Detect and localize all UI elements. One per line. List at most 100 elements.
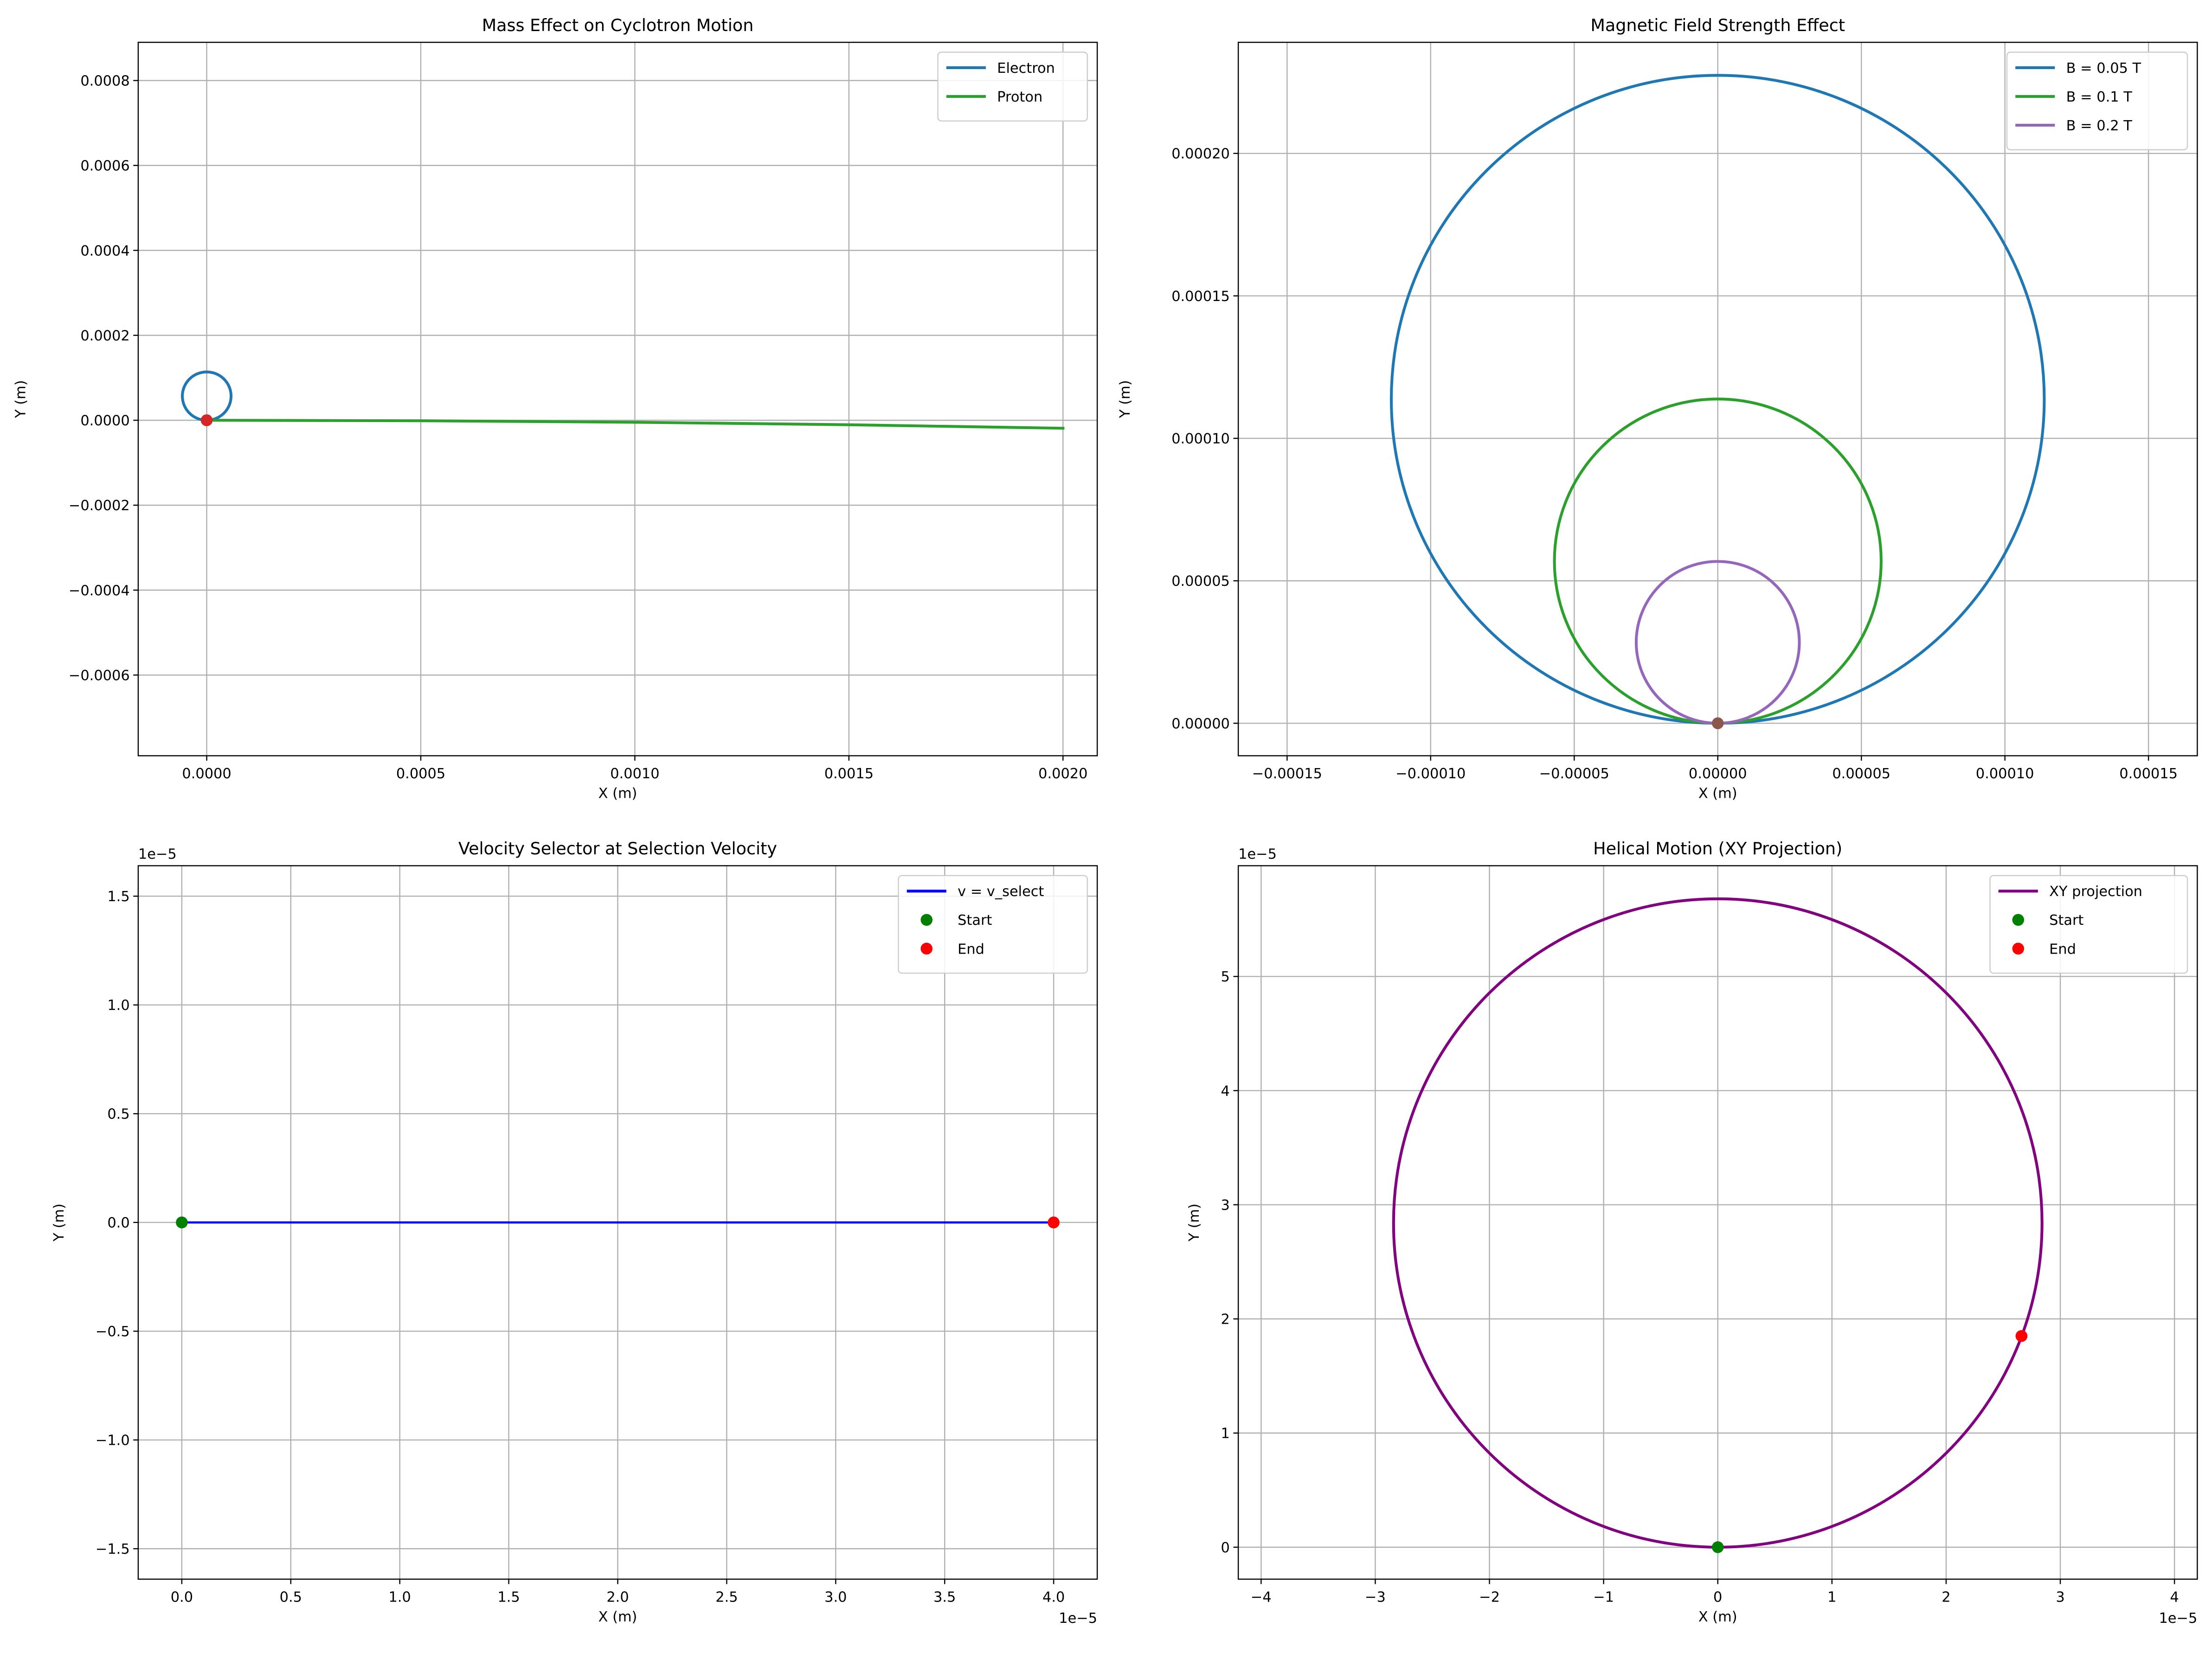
y-tick-label: 3: [1221, 1197, 1230, 1213]
chart-title: Mass Effect on Cyclotron Motion: [482, 15, 754, 35]
point-marker: [1711, 717, 1724, 730]
ticks: [1233, 153, 2149, 761]
x-tick-label: 0.0: [171, 1589, 193, 1605]
x-tick-label: 4.0: [1042, 1589, 1065, 1605]
y-offset-label: 1e−5: [138, 846, 177, 862]
x-tick-label: 0.0020: [1038, 766, 1087, 782]
end-marker: [1048, 1216, 1060, 1229]
x-tick-label: 0.0010: [610, 766, 659, 782]
y-tick-label: 4: [1221, 1083, 1230, 1099]
ticks: [1233, 976, 2175, 1584]
series-line: [205, 419, 1065, 430]
x-tick-label: 0: [1713, 1589, 1722, 1605]
x-tick-label: −3: [1365, 1589, 1386, 1605]
x-tick-label: 2.0: [606, 1589, 629, 1605]
legend-frame: [1989, 875, 2188, 974]
legend-marker-swatch: [2012, 942, 2025, 955]
chart-title: Helical Motion (XY Projection): [1593, 839, 1842, 859]
x-offset-label: 1e−5: [2159, 1610, 2197, 1627]
axes-frame: [137, 41, 1098, 756]
plot-area: [1389, 74, 2046, 730]
legend-label: Start: [2049, 912, 2083, 929]
start-marker: [176, 1216, 188, 1229]
y-tick-label: 0.5: [107, 1106, 129, 1122]
subplot-2: −0.00015 −0.00010 −0.00005 0.00000 0.00005 0.…: [1117, 15, 2198, 802]
x-tick-label: 1.5: [497, 1589, 520, 1605]
y-tick-label: 0.00020: [1171, 146, 1230, 162]
y-tick-label: 0: [1221, 1540, 1230, 1556]
end-marker: [2015, 1330, 2028, 1342]
y-axis-label: Y (m): [1117, 380, 1133, 419]
x-axis-label: X (m): [598, 786, 637, 802]
chart-title: Velocity Selector at Selection Velocity: [458, 839, 777, 859]
grid: [138, 865, 1098, 1579]
legend-label: XY projection: [2049, 884, 2142, 900]
x-tick-label: 1: [1827, 1589, 1836, 1605]
x-tick-label: −0.00010: [1395, 766, 1466, 782]
legend-marker-swatch: [920, 942, 933, 955]
ticks: [133, 896, 1055, 1584]
grid: [1238, 42, 2198, 756]
y-tick-label: 0.0000: [80, 413, 129, 429]
plot-area: [176, 1216, 1060, 1229]
y-tick-label: 0.00015: [1171, 288, 1230, 305]
legend-label: B = 0.05 T: [2066, 60, 2141, 77]
y-tick-label: 0.0: [107, 1215, 129, 1231]
legend-label: End: [958, 941, 984, 957]
y-axis-label: Y (m): [1186, 1204, 1202, 1242]
x-tick-label: 1.0: [389, 1589, 411, 1605]
y-axis-label: Y (m): [51, 1204, 67, 1242]
y-tick-label: 0.0006: [80, 158, 129, 174]
legend: XY projection Start End: [1989, 875, 2188, 974]
x-tick-label: 3: [2056, 1589, 2064, 1605]
y-tick-label: 1.5: [107, 889, 129, 905]
grid: [138, 42, 1098, 756]
y-tick-label: 0.0004: [80, 243, 129, 259]
y-tick-label: 0.0008: [80, 73, 129, 90]
y-tick-label: 0.0002: [80, 328, 129, 344]
legend-label: Start: [958, 912, 992, 929]
y-tick-label: −1.5: [96, 1541, 130, 1557]
y-tick-label: −0.0004: [69, 583, 130, 599]
x-tick-label: −2: [1479, 1589, 1500, 1605]
x-tick-label: 3.0: [824, 1589, 847, 1605]
x-tick-label: 2.5: [715, 1589, 738, 1605]
y-tick-label: 1.0: [107, 998, 129, 1014]
legend-label: B = 0.2 T: [2066, 118, 2133, 134]
legend-label: End: [2049, 941, 2076, 957]
x-axis-label: X (m): [1698, 1609, 1737, 1625]
x-tick-label: 0.00010: [1976, 766, 2034, 782]
plot-area: [1392, 897, 2044, 1553]
legend-label: B = 0.1 T: [2066, 89, 2133, 105]
x-axis-label: X (m): [1698, 786, 1737, 802]
x-tick-label: −4: [1251, 1589, 1272, 1605]
x-tick-label: −0.00015: [1252, 766, 1322, 782]
legend: B = 0.05 T B = 0.1 T B = 0.2 T: [2006, 51, 2188, 151]
plot-area: [181, 370, 1065, 430]
x-axis-label: X (m): [598, 1609, 637, 1625]
legend-frame: [898, 875, 1088, 974]
x-tick-label: 0.0005: [396, 766, 445, 782]
y-tick-label: −0.5: [96, 1324, 130, 1340]
y-tick-label: 5: [1221, 969, 1230, 985]
y-tick-label: −1.0: [96, 1433, 130, 1449]
x-tick-label: 0.0015: [824, 766, 874, 782]
x-tick-label: 3.5: [933, 1589, 956, 1605]
chart-title: Magnetic Field Strength Effect: [1590, 15, 1845, 35]
x-tick-label: 0.00000: [1689, 766, 1747, 782]
legend-frame: [937, 51, 1088, 122]
start-marker: [1711, 1541, 1724, 1553]
x-tick-label: 4: [2170, 1589, 2179, 1605]
y-axis-label: Y (m): [13, 380, 29, 419]
x-tick-label: −0.00005: [1539, 766, 1609, 782]
y-tick-label: −0.0002: [69, 498, 130, 514]
x-tick-label: 0.00015: [2119, 766, 2178, 782]
y-tick-label: 0.00000: [1171, 716, 1230, 732]
legend: v = v_select Start End: [898, 875, 1088, 974]
legend-marker-swatch: [2012, 914, 2025, 926]
subplot-1: 0.0000 0.0005 0.0010 0.0015 0.0020 −0.0006 −0.…: [13, 15, 1098, 802]
legend-marker-swatch: [920, 914, 933, 926]
point-marker: [200, 414, 213, 426]
